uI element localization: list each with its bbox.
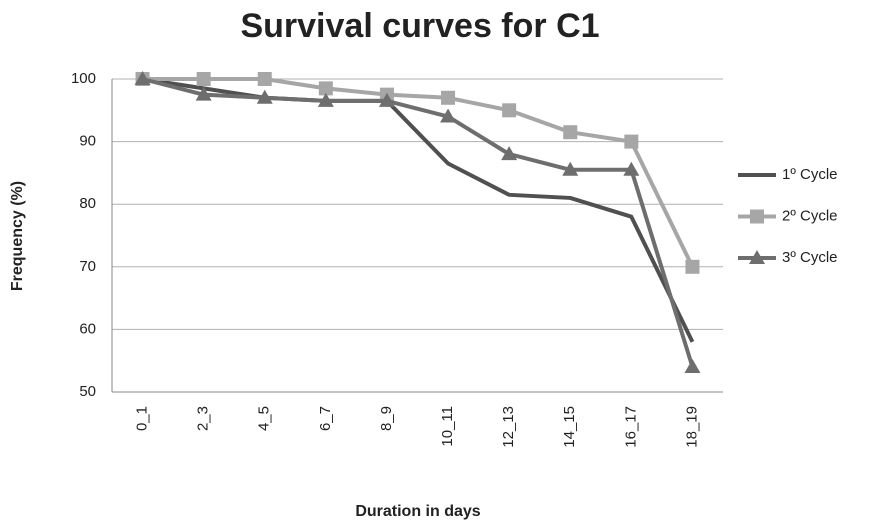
- legend-marker: [749, 250, 765, 264]
- series-marker: [134, 71, 151, 85]
- series-marker: [685, 259, 700, 274]
- y-tick-label: 60: [79, 320, 96, 337]
- legend-label: 3º Cycle: [782, 249, 838, 266]
- series-line: [142, 77, 695, 268]
- y-tick-label: 100: [71, 70, 96, 87]
- series-marker: [502, 103, 517, 118]
- legend-marker: [750, 209, 764, 224]
- legend-label: 1º Cycle: [782, 166, 838, 183]
- x-tick-label: 0_1: [134, 406, 151, 431]
- series-marker: [256, 89, 273, 104]
- series-marker: [196, 72, 211, 86]
- series-marker: [257, 72, 272, 86]
- series-marker: [195, 86, 212, 101]
- x-tick-label: 4_5: [256, 406, 273, 431]
- x-tick-label: 18_19: [683, 406, 700, 448]
- x-tick-label: 8_9: [378, 406, 395, 431]
- series-marker: [441, 90, 456, 105]
- x-tick-label: 6_7: [317, 406, 334, 431]
- series-line: [142, 77, 695, 368]
- series-marker: [563, 125, 578, 140]
- y-tick-label: 80: [79, 195, 96, 212]
- series-marker: [440, 108, 457, 123]
- series-marker: [318, 81, 333, 96]
- series-line: [142, 77, 695, 343]
- series-marker: [501, 146, 518, 161]
- y-tick-label: 50: [79, 383, 96, 400]
- series-marker: [317, 92, 334, 107]
- x-axis-label: Duration in days: [355, 503, 480, 520]
- y-axis-label: Frequency (%): [9, 181, 26, 291]
- legend-label: 2º Cycle: [782, 207, 838, 224]
- x-tick-label: 10_11: [439, 406, 456, 447]
- x-tick-label: 12_13: [500, 406, 517, 448]
- y-tick-label: 90: [79, 133, 96, 150]
- y-tick-label: 70: [79, 258, 96, 275]
- series-marker: [624, 134, 639, 149]
- x-tick-label: 2_3: [195, 406, 212, 431]
- x-tick-label: 16_17: [622, 406, 639, 448]
- series-marker: [378, 92, 395, 107]
- series-marker: [562, 161, 579, 176]
- series-marker: [684, 358, 701, 373]
- chart-title: Survival curves for C1: [240, 7, 599, 45]
- series-marker: [623, 161, 640, 176]
- x-tick-label: 14_15: [561, 406, 578, 448]
